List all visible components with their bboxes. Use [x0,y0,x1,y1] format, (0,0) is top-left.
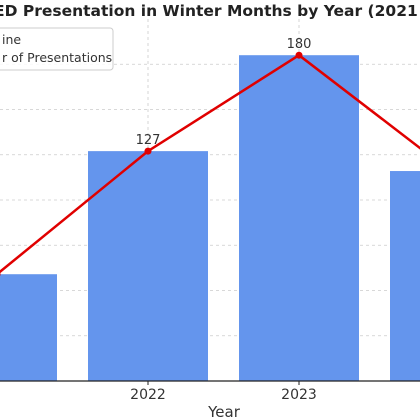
bar-series [0,55,420,381]
x-tick-label: 2023 [281,387,317,403]
bar [88,151,208,381]
series-line [0,53,420,274]
legend-entry-line: ine [2,32,21,47]
line-point [144,147,152,155]
legend: ine r of Presentations [0,27,114,71]
line-series [0,51,420,277]
bar [390,171,420,381]
x-tick-label: 2022 [130,387,166,403]
data-labels: 9127180 [136,37,312,148]
line-point [295,51,303,59]
data-label: 127 [136,133,161,148]
data-label: 180 [287,37,312,52]
x-axis-label: Year [207,403,241,420]
bar [0,274,57,381]
x-tick-label: 21 [0,387,1,403]
x-tick-labels: 21 2022 2023 [0,381,317,403]
line-point [0,272,1,277]
legend-entry-bars: r of Presentations [2,50,112,65]
bar [239,55,359,381]
legend-box [0,27,114,71]
chart-title: ED Presentation in Winter Months by Year… [0,2,420,20]
